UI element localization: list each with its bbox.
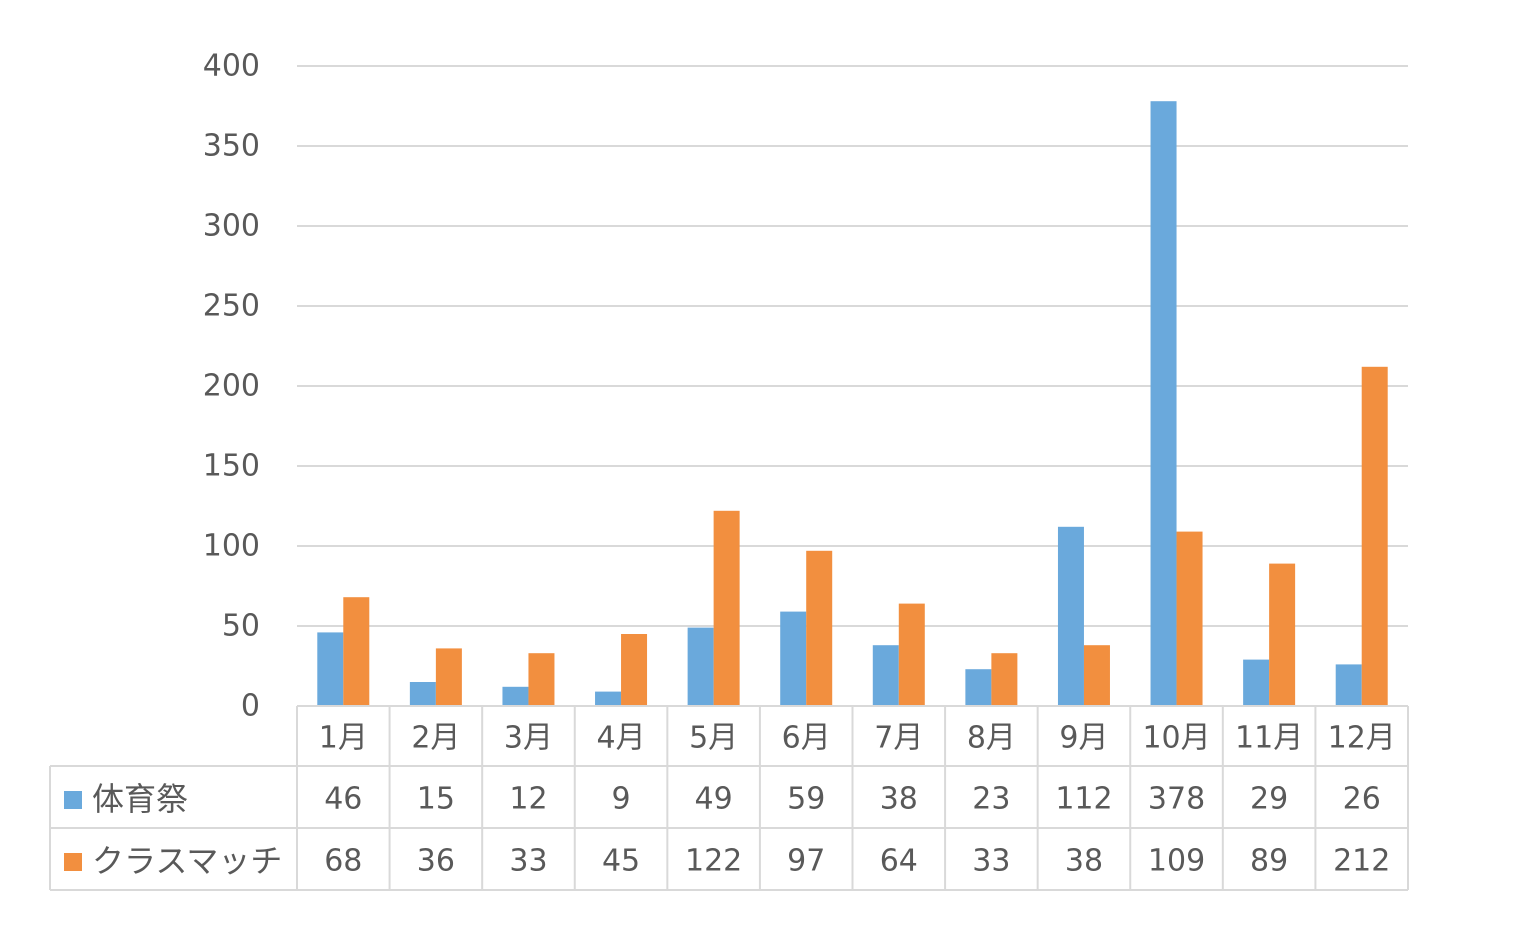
x-category-label: 5月 [689, 721, 738, 756]
bar-series-2 [898, 603, 925, 706]
data-table-value: 122 [685, 844, 742, 879]
y-axis-tick-labels: 0 50 100 150 200 250 300 350 400 [203, 49, 260, 724]
legend-series-name: クラスマッチ [92, 842, 282, 880]
bar-series-2 [435, 648, 462, 706]
data-table-value: 33 [509, 844, 547, 879]
y-tick-label: 150 [203, 449, 260, 484]
bar-series-2 [806, 550, 833, 706]
legend-swatch [64, 853, 82, 871]
data-table-value: 23 [972, 782, 1010, 817]
data-table-value: 15 [417, 782, 455, 817]
y-tick-label: 250 [203, 289, 260, 324]
data-table-value: 212 [1333, 844, 1390, 879]
x-category-label: 1月 [319, 721, 368, 756]
bar-series-2 [1083, 645, 1110, 706]
x-category-label: 6月 [782, 721, 831, 756]
bar-series-1 [409, 682, 436, 706]
data-table-value: 9 [611, 782, 630, 817]
gridlines [297, 65, 1408, 627]
bar-series-2 [1361, 366, 1388, 706]
data-table-value: 46 [324, 782, 362, 817]
x-category-label: 2月 [411, 721, 460, 756]
y-tick-label: 300 [203, 209, 260, 244]
data-table-value: 45 [602, 844, 640, 879]
y-tick-label: 50 [222, 609, 260, 644]
x-category-label: 10月 [1142, 721, 1210, 756]
x-category-label: 11月 [1235, 721, 1303, 756]
data-table-value: 109 [1148, 844, 1205, 879]
x-category-label: 4月 [596, 721, 645, 756]
bar-series-2 [1176, 531, 1203, 706]
legend-swatch [64, 791, 82, 809]
y-tick-label: 200 [203, 369, 260, 404]
data-table-value: 12 [509, 782, 547, 817]
data-table-value: 64 [880, 844, 918, 879]
data-table-value: 68 [324, 844, 362, 879]
x-category-label: 9月 [1059, 721, 1108, 756]
bar-series-1 [780, 611, 807, 706]
legend-series-name: 体育祭 [92, 780, 188, 818]
data-table-value: 97 [787, 844, 825, 879]
bar-series-1 [1243, 659, 1270, 706]
data-table-value: 89 [1250, 844, 1288, 879]
bar-series-1 [872, 645, 899, 706]
bar-series-1 [1150, 101, 1177, 706]
data-table-value: 112 [1055, 782, 1112, 817]
data-table-value: 33 [972, 844, 1010, 879]
bar-series-1 [502, 686, 529, 706]
bar-series-1 [317, 632, 344, 706]
data-table-value: 36 [417, 844, 455, 879]
bar-series-1 [687, 627, 714, 706]
y-tick-label: 0 [241, 689, 260, 724]
x-category-label: 8月 [967, 721, 1016, 756]
y-tick-label: 350 [203, 129, 260, 164]
x-category-label: 12月 [1328, 721, 1396, 756]
bar-series-1 [1335, 664, 1362, 706]
data-table-value: 59 [787, 782, 825, 817]
x-category-label: 3月 [504, 721, 553, 756]
bar-series-1 [965, 669, 992, 706]
bar-series-1 [595, 691, 622, 706]
data-table-value: 29 [1250, 782, 1288, 817]
y-tick-label: 100 [203, 529, 260, 564]
y-tick-label: 400 [203, 49, 260, 84]
data-table-value: 378 [1148, 782, 1205, 817]
x-category-label: 7月 [874, 721, 923, 756]
bar-series-1 [1057, 526, 1084, 706]
data-table-value: 38 [880, 782, 918, 817]
data-table-value: 26 [1343, 782, 1381, 817]
bar-series-2 [528, 653, 555, 706]
bar-series-2 [1269, 563, 1296, 706]
bar-series-2 [621, 634, 648, 706]
data-table-value: 38 [1065, 844, 1103, 879]
bars [317, 101, 1388, 706]
bar-series-2 [343, 597, 370, 706]
bar-series-2 [991, 653, 1018, 706]
bar-series-2 [713, 510, 740, 706]
data-table-value: 49 [695, 782, 733, 817]
